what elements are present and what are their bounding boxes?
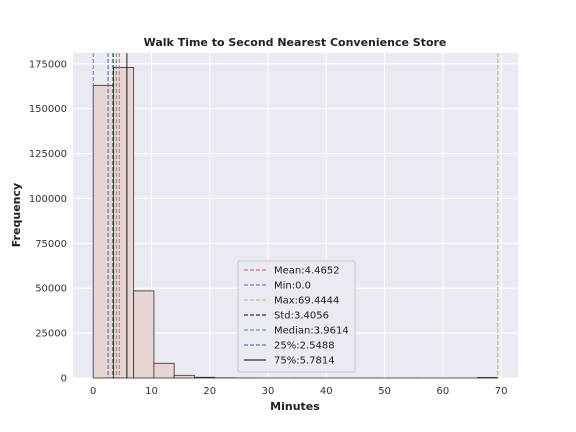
histogram-bar — [153, 362, 175, 379]
histogram-bar — [133, 290, 155, 379]
histogram-bar — [193, 376, 216, 379]
x-tick-label: 10 — [145, 386, 158, 397]
y-tick-label: 75000 — [35, 239, 67, 250]
x-tick-label: 50 — [378, 386, 391, 397]
legend-entry: 75%:5.7814 — [274, 356, 335, 367]
y-tick-label: 175000 — [29, 59, 67, 70]
x-tick-label: 60 — [436, 386, 449, 397]
legend-entry: 25%:2.5488 — [274, 341, 335, 352]
y-tick-label: 25000 — [35, 329, 67, 340]
x-tick-label: 40 — [320, 386, 333, 397]
chart-title: Walk Time to Second Nearest Convenience … — [144, 36, 447, 49]
y-axis-label: Frequency — [10, 183, 23, 247]
x-axis-ticks: 0 10 20 30 40 50 60 70 — [90, 386, 507, 397]
x-tick-label: 0 — [90, 386, 96, 397]
legend-entry: Std:3.4056 — [274, 311, 329, 322]
x-axis-label: Minutes — [270, 400, 320, 413]
legend-entry: Max:69.4444 — [274, 296, 339, 307]
y-tick-label: 150000 — [29, 104, 67, 115]
y-axis-ticks: 0 25000 50000 75000 100000 125000 150000 175000 — [29, 59, 67, 384]
x-tick-label: 70 — [495, 386, 508, 397]
legend: Mean:4.4652 Min:0.0 Max:69.4444 Std:3.4056 M… — [237, 260, 356, 373]
y-tick-label: 50000 — [35, 284, 67, 295]
x-tick-label: 20 — [203, 386, 216, 397]
histogram-bar — [173, 374, 195, 379]
legend-box — [237, 260, 356, 373]
y-tick-label: 100000 — [29, 194, 67, 205]
legend-entry: Mean:4.4652 — [274, 266, 340, 277]
x-tick-label: 30 — [262, 386, 275, 397]
legend-entry: Median:3.9614 — [274, 326, 349, 337]
y-tick-label: 125000 — [29, 149, 67, 160]
y-tick-label: 0 — [61, 374, 67, 385]
histogram-bar — [92, 84, 114, 379]
histogram-bar — [477, 377, 499, 379]
legend-entry: Min:0.0 — [274, 281, 311, 292]
histogram-bars — [92, 66, 499, 379]
stat-lines — [92, 53, 499, 378]
